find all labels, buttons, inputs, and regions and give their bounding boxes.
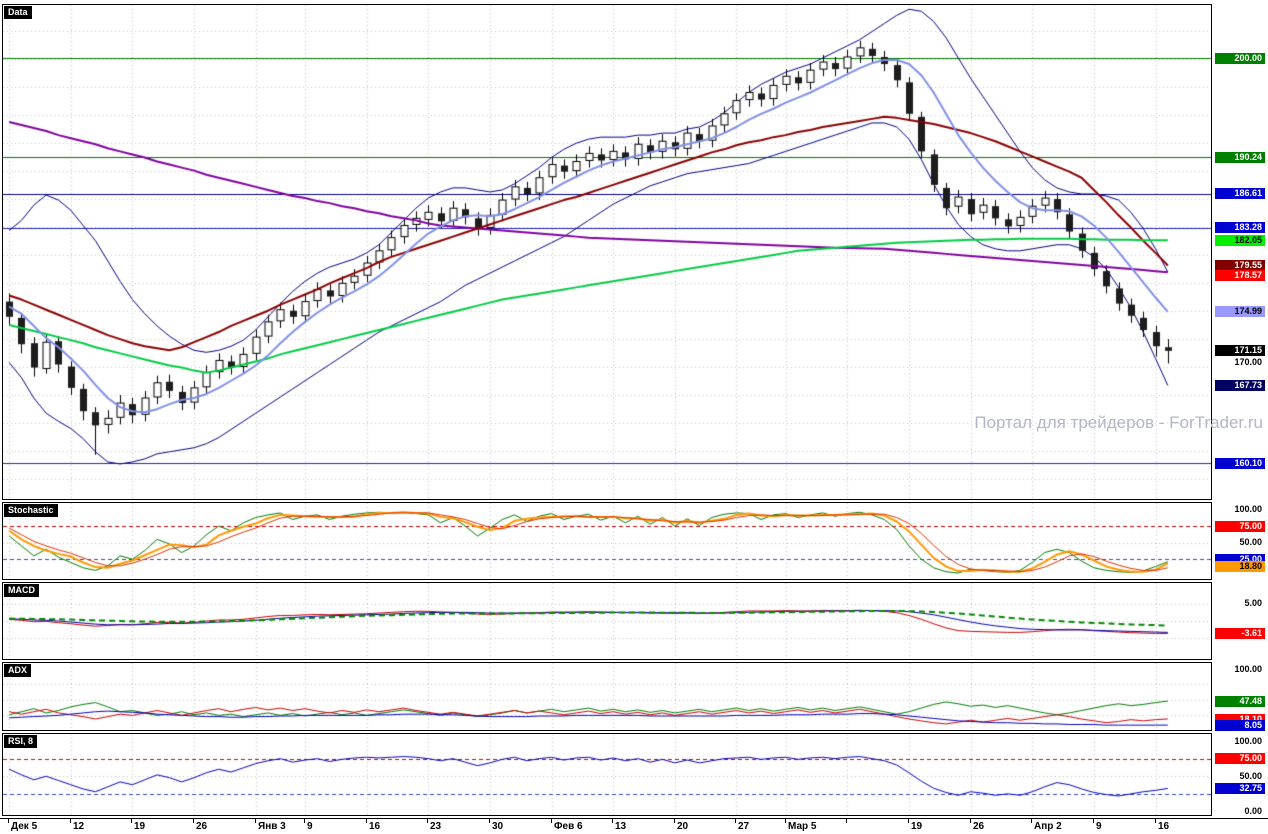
macd-panel: MACD bbox=[2, 582, 1212, 660]
adx-panel: ADX bbox=[2, 662, 1212, 731]
time-axis-tick bbox=[427, 819, 428, 823]
time-axis-label: 12 bbox=[73, 821, 85, 832]
price-axis-label: 179.55 bbox=[1215, 260, 1265, 272]
rsi-panel-title-badge: RSI, 8 bbox=[4, 735, 38, 748]
stochastic-chart-canvas[interactable] bbox=[3, 503, 1211, 579]
stochastic-axis-label: 100.00 bbox=[1234, 504, 1262, 515]
time-axis-tick bbox=[70, 819, 71, 823]
time-axis: Дек 5 12 19 26 Янв 3 9 16 23 30 Фев 6 13 20 27 Мар 5 1… bbox=[0, 818, 1268, 834]
rsi-axis-label: 75.00 bbox=[1215, 753, 1265, 765]
stochastic-axis-label: 75.00 bbox=[1215, 520, 1265, 532]
watermark-text: Портал для трейдеров - ForTrader.ru bbox=[974, 413, 1263, 432]
price-axis-label: 178.57 bbox=[1215, 270, 1265, 281]
price-chart-canvas[interactable] bbox=[3, 5, 1211, 499]
price-axis-label: 186.61 bbox=[1215, 188, 1265, 200]
adx-axis-label: 47.48 bbox=[1215, 695, 1265, 707]
adx-axis-label: 8.05 bbox=[1215, 719, 1265, 731]
price-axis-label: 170.00 bbox=[1234, 357, 1262, 367]
price-axis-label: 200.00 bbox=[1215, 52, 1265, 64]
price-axis-label: 183.28 bbox=[1215, 222, 1265, 234]
time-axis-tick bbox=[612, 819, 613, 823]
time-axis-label: 19 bbox=[911, 821, 923, 832]
time-axis-label: 19 bbox=[134, 821, 146, 832]
rsi-panel: RSI, 8 bbox=[2, 733, 1212, 816]
rsi-axis-label: 100.00 bbox=[1234, 735, 1262, 746]
time-axis-tick bbox=[735, 819, 736, 823]
time-axis-tick bbox=[489, 819, 490, 823]
rsi-axis-label: 0.00 bbox=[1244, 806, 1262, 816]
time-axis-label: Апр 2 bbox=[1034, 821, 1062, 832]
price-axis-label: 190.24 bbox=[1215, 151, 1265, 163]
time-axis-tick bbox=[1031, 819, 1032, 823]
price-axis-label: 167.73 bbox=[1215, 380, 1265, 391]
price-axis-label: 174.99 bbox=[1215, 306, 1265, 318]
stochastic-panel: Stochastic bbox=[2, 502, 1212, 580]
time-axis-tick bbox=[1093, 819, 1094, 823]
time-axis-label: Дек 5 bbox=[11, 821, 38, 832]
time-axis-tick bbox=[551, 819, 552, 823]
price-axis-label: 171.15 bbox=[1215, 345, 1265, 357]
time-axis-tick bbox=[193, 819, 194, 823]
price-axis-label: 160.10 bbox=[1215, 457, 1265, 469]
time-axis-tick bbox=[131, 819, 132, 823]
time-axis-tick bbox=[304, 819, 305, 823]
time-axis-label: Фев 6 bbox=[554, 821, 583, 832]
adx-chart-canvas[interactable] bbox=[3, 663, 1211, 730]
time-axis-label: Янв 3 bbox=[258, 821, 286, 832]
time-axis-tick bbox=[1155, 819, 1156, 823]
adx-panel-title-badge: ADX bbox=[4, 664, 32, 677]
time-axis-label: 26 bbox=[973, 821, 985, 832]
time-axis-tick bbox=[8, 819, 9, 823]
time-axis-tick bbox=[908, 819, 909, 823]
macd-axis-label: -3.61 bbox=[1215, 628, 1265, 639]
time-axis-label: 30 bbox=[492, 821, 504, 832]
time-axis-label: 16 bbox=[1158, 821, 1170, 832]
stochastic-panel-title-badge: Stochastic bbox=[4, 504, 58, 517]
adx-axis-label: 100.00 bbox=[1234, 663, 1262, 674]
time-axis-tick bbox=[366, 819, 367, 823]
adx-axis-label: 18.10 bbox=[1215, 713, 1265, 725]
time-axis-label: Мар 5 bbox=[788, 821, 817, 832]
time-axis-tick bbox=[846, 819, 847, 823]
macd-chart-canvas[interactable] bbox=[3, 583, 1211, 659]
price-panel: Data Портал для трейдеров - ForTrader.ru bbox=[2, 4, 1263, 500]
time-axis-tick bbox=[785, 819, 786, 823]
price-panel-title-badge: Data bbox=[4, 6, 32, 19]
price-axis-label: 182.05 bbox=[1215, 234, 1265, 246]
time-axis-label: 23 bbox=[430, 821, 442, 832]
time-axis-label: 20 bbox=[677, 821, 689, 832]
macd-panel-title-badge: MACD bbox=[4, 584, 39, 597]
stochastic-axis-label: 18.80 bbox=[1215, 561, 1265, 573]
time-axis-tick bbox=[970, 819, 971, 823]
time-axis-label: 13 bbox=[615, 821, 627, 832]
time-axis-label: 16 bbox=[369, 821, 381, 832]
rsi-axis-label: 32.75 bbox=[1215, 782, 1265, 794]
rsi-chart-canvas[interactable] bbox=[3, 734, 1211, 815]
time-axis-tick bbox=[255, 819, 256, 823]
time-axis-label: 27 bbox=[738, 821, 750, 832]
price-scale-gutter: 200.00 190.24 186.61 183.28 182.05 179.55 178.… bbox=[1212, 0, 1268, 834]
time-axis-tick bbox=[674, 819, 675, 823]
time-axis-label: 9 bbox=[1096, 821, 1102, 832]
time-axis-label: 9 bbox=[307, 821, 313, 832]
rsi-axis-label: 50.00 bbox=[1239, 770, 1262, 781]
stochastic-axis-label: 25.00 bbox=[1215, 553, 1265, 565]
time-axis-label: 26 bbox=[196, 821, 208, 832]
stochastic-axis-label: 50.00 bbox=[1239, 537, 1262, 548]
macd-axis-label: 5.00 bbox=[1244, 598, 1262, 609]
